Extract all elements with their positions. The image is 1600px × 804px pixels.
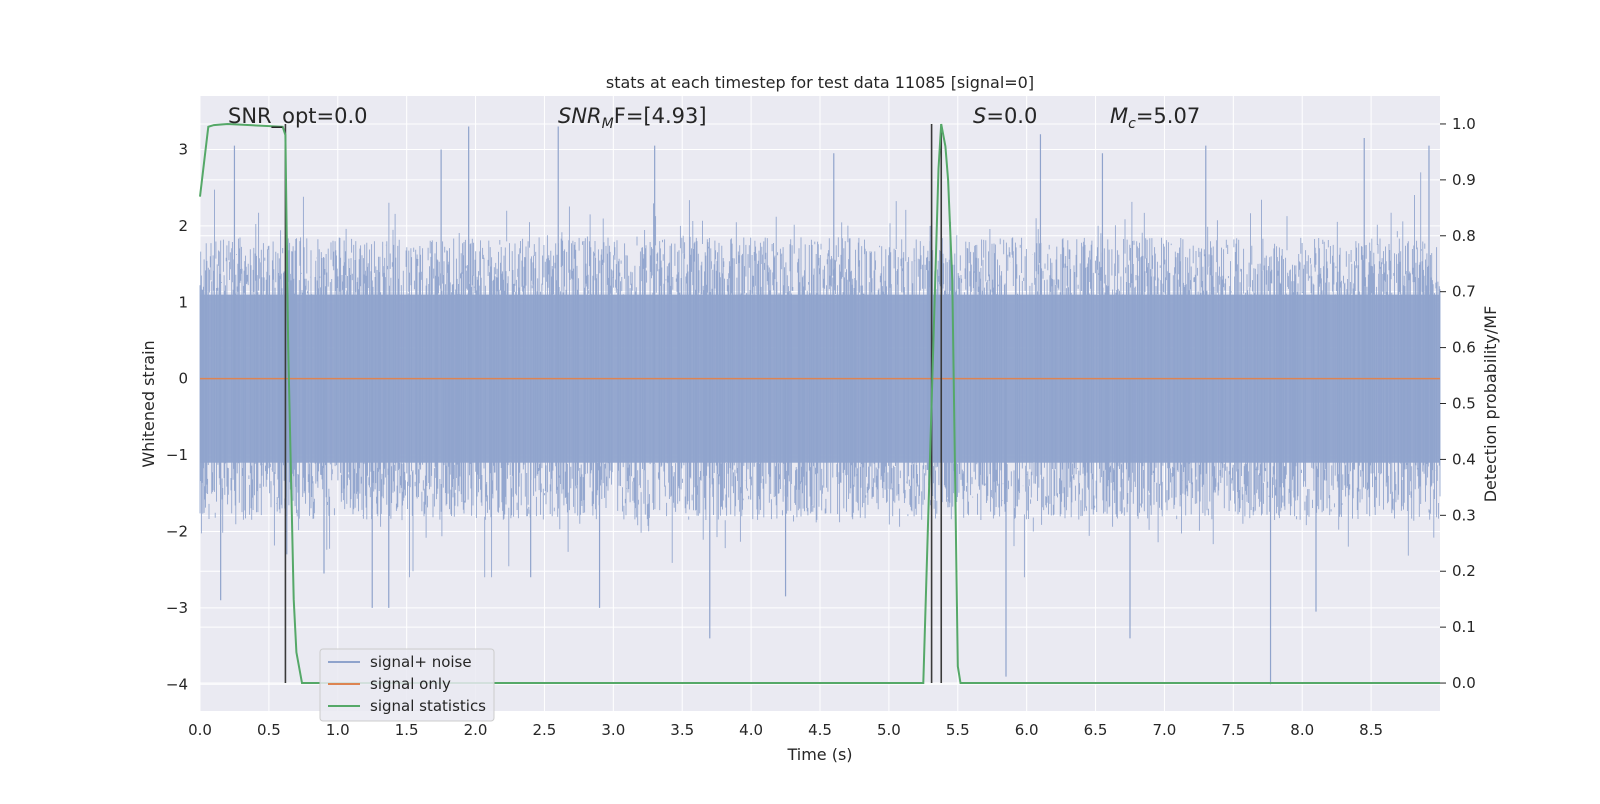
annotation-mc-sub: c [1128, 116, 1136, 132]
annotation-snr-mf: SNRMF=[4.93] [558, 104, 707, 132]
y-tick-label: 1 [178, 293, 188, 311]
annotation-mc-base: M [1110, 104, 1128, 128]
chart-title: stats at each timestep for test data 110… [606, 73, 1034, 92]
y2-tick-label: 0.9 [1452, 171, 1476, 189]
y-tick-label: −3 [166, 599, 188, 617]
x-tick-label: 2.5 [533, 721, 557, 739]
x-tick-label: 4.5 [808, 721, 832, 739]
annotation-s-var: S [973, 104, 986, 128]
y2-tick-label: 0.4 [1452, 450, 1476, 468]
y2-axis-label: Detection probability/MF [1481, 306, 1500, 503]
annotation-snr-mf-sub: M [602, 116, 614, 132]
y2-tick-label: 0.7 [1452, 283, 1476, 301]
annotation-snr-mf-rest: F=[4.93] [614, 104, 707, 128]
y2-tick-label: 0.0 [1452, 674, 1476, 692]
x-tick-label: 5.0 [877, 721, 901, 739]
x-axis-label: Time (s) [786, 745, 852, 764]
y-tick-label: 2 [178, 217, 188, 235]
legend-label-stats: signal statistics [370, 697, 486, 715]
y-tick-label: −1 [166, 446, 188, 464]
y-tick-label: 3 [178, 140, 188, 158]
x-tick-label: 0.0 [188, 721, 212, 739]
y2-tick-label: 0.8 [1452, 227, 1476, 245]
x-tick-label: 3.0 [601, 721, 625, 739]
x-tick-label: 5.5 [946, 721, 970, 739]
x-tick-label: 4.0 [739, 721, 763, 739]
annotation-snr-opt: SNR_opt=0.0 [228, 104, 368, 129]
y2-tick-label: 0.3 [1452, 506, 1476, 524]
annotation-mc: Mc=5.07 [1110, 104, 1200, 132]
tick-layer: 0.0 0.5 1.0 1.5 2.0 2.5 3.0 3.5 4.0 4.5 5.0 5.5 6.0 6… [166, 115, 1476, 739]
y2-tick-label: 1.0 [1452, 115, 1476, 133]
x-tick-label: 1.5 [395, 721, 419, 739]
x-tick-label: 8.5 [1359, 721, 1383, 739]
x-tick-label: 1.0 [326, 721, 350, 739]
annotation-mc-rest: =5.07 [1136, 104, 1200, 128]
x-tick-label: 8.0 [1290, 721, 1314, 739]
y2-tick-label: 0.1 [1452, 618, 1476, 636]
y-tick-label: −4 [166, 675, 188, 693]
y2-tick-label: 0.6 [1452, 339, 1476, 357]
legend: signal+ noise signal only signal statist… [319, 648, 495, 722]
stats-layer [199, 122, 1440, 684]
y2-tick-label: 0.5 [1452, 395, 1476, 413]
annotation-snr-mf-base: SNR [558, 104, 602, 128]
signal-statistics-line [199, 122, 1440, 684]
y-axis-label: Whitened strain [139, 340, 158, 467]
legend-box [319, 648, 495, 722]
y-tick-label: 0 [178, 370, 188, 388]
annotation-s-rest: =0.0 [986, 104, 1037, 128]
x-tick-label: 6.5 [1084, 721, 1108, 739]
x-tick-label: 2.0 [464, 721, 488, 739]
x-tick-label: 0.5 [257, 721, 281, 739]
x-tick-label: 7.5 [1221, 721, 1245, 739]
x-tick-label: 7.0 [1153, 721, 1177, 739]
x-tick-label: 3.5 [670, 721, 694, 739]
legend-label-signal: signal only [370, 675, 451, 693]
x-tick-label: 6.0 [1015, 721, 1039, 739]
y2-tick-label: 0.2 [1452, 562, 1476, 580]
legend-label-noise: signal+ noise [370, 653, 472, 671]
annotation-s: S=0.0 [973, 104, 1037, 128]
y-tick-label: −2 [166, 522, 188, 540]
